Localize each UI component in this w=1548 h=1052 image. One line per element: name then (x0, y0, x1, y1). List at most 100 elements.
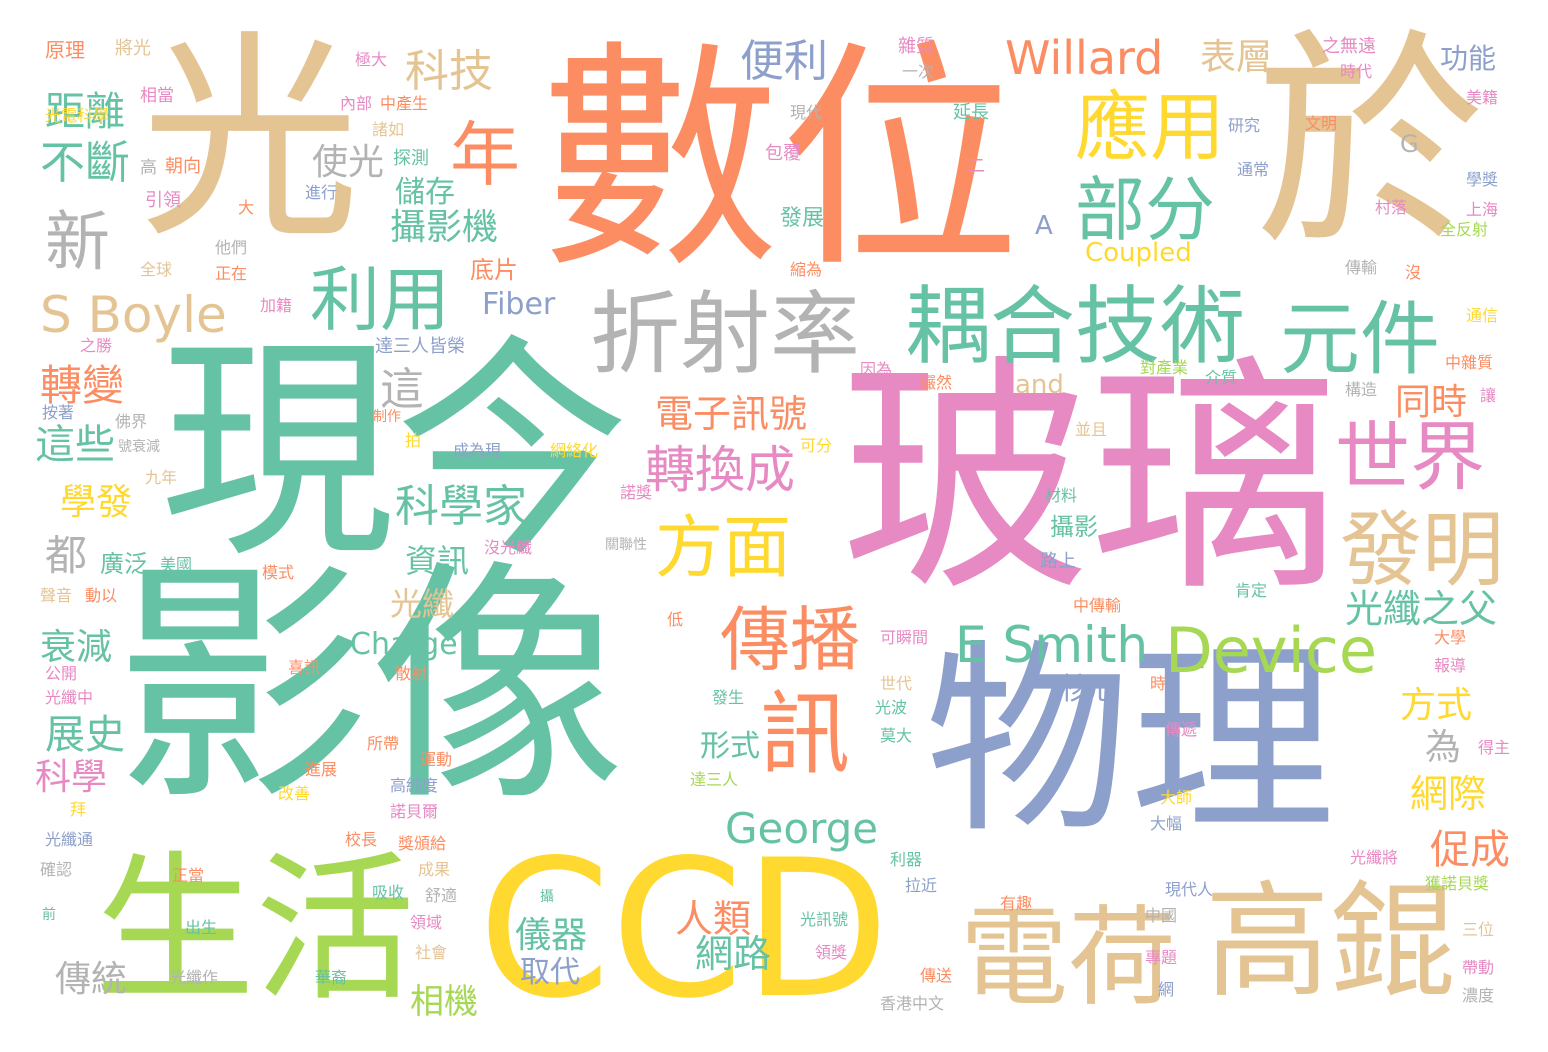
word: 訊 (760, 682, 850, 787)
word: 新 (45, 205, 111, 280)
word: 華裔 (315, 968, 348, 987)
word: 不斷 (40, 136, 131, 189)
word: 攝影機 (390, 207, 499, 248)
word: 制作 (373, 409, 401, 425)
word: 莫大 (880, 726, 913, 745)
word: E Smith (955, 616, 1149, 674)
word: 有趣 (1000, 894, 1033, 913)
word: 光纖通 (45, 830, 94, 849)
word: 利用 (310, 259, 450, 341)
word: 縮為 (790, 260, 823, 279)
word: 取代 (520, 955, 580, 990)
word: 號衰減 (118, 439, 160, 455)
word: 電子訊號 (655, 392, 808, 436)
word: 改善 (278, 784, 311, 803)
word: 傳送 (920, 966, 953, 985)
word: 網路 (695, 932, 772, 976)
word: 發展 (780, 206, 825, 231)
word: 數位 (540, 20, 1021, 300)
word: 中國 (1145, 906, 1178, 925)
word: 年 (450, 114, 520, 196)
word: 光纖將 (1350, 848, 1399, 867)
word: 物理 (925, 623, 1335, 861)
word: 方式 (1400, 685, 1473, 726)
word: 網絡化 (550, 441, 599, 460)
word: 領域 (410, 913, 443, 932)
word: 學發 (60, 482, 133, 523)
word: 現代人 (1165, 880, 1214, 899)
word: CCD (478, 819, 890, 1040)
word: Charge (350, 627, 458, 662)
word: 中傳輸 (1073, 596, 1122, 615)
word: 生活 (95, 836, 416, 1023)
word: 廣泛 (100, 550, 148, 578)
word: 折射率 (590, 282, 860, 387)
word: 並且 (1075, 420, 1108, 439)
word: 耦合技術 (905, 278, 1246, 377)
word: 探測 (393, 148, 429, 169)
word: 核心 (1060, 672, 1120, 707)
word: 文明 (1305, 114, 1338, 133)
word: 關聯性 (605, 537, 647, 553)
word: 獎頒給 (398, 834, 447, 853)
word: 高 (140, 158, 157, 178)
word: 達三人 (690, 770, 739, 789)
word: 這些 (35, 422, 115, 468)
word: 便利 (740, 36, 828, 87)
word: 光纖 (390, 585, 455, 623)
word: 方面 (655, 509, 792, 588)
word: 吸收 (372, 883, 405, 902)
word: 公開 (45, 664, 78, 683)
word: 應用 (1075, 83, 1226, 171)
word: 影像 (115, 539, 626, 836)
word: 資訊 (405, 542, 470, 580)
word: 為 (1425, 727, 1462, 768)
word: 儲存 (395, 175, 455, 210)
word: 光波 (875, 698, 908, 717)
word: 延長 (953, 102, 989, 123)
word: 諸如 (372, 120, 405, 139)
word: 相當 (140, 86, 174, 106)
word: 科學家 (395, 481, 527, 532)
word: 通信 (1466, 306, 1499, 325)
word: 肯定 (1235, 581, 1268, 600)
word: 展史 (45, 712, 125, 758)
word: 可分 (800, 436, 833, 455)
word: 玻璃 (840, 334, 1340, 625)
word: 中產生 (380, 94, 429, 113)
word: 光纖作 (170, 968, 219, 987)
word: George (725, 804, 879, 853)
word: 光纖之父 (1345, 587, 1498, 631)
word: 科技 (405, 46, 493, 97)
word: 世界 (1335, 413, 1486, 501)
word: A (1035, 211, 1053, 241)
word: 研究 (1228, 116, 1261, 135)
word: 極大 (355, 50, 388, 69)
word: 佛界 (115, 412, 148, 431)
word: 時 (1150, 674, 1167, 693)
word: 動以 (85, 586, 118, 605)
word: 包覆 (765, 143, 801, 164)
word: 沒光纖 (484, 538, 533, 557)
word: 香港中文 (880, 994, 945, 1013)
word: 引領 (145, 190, 181, 211)
word: 促成 (1430, 827, 1510, 873)
word: 現今 (160, 316, 630, 589)
word: Willard (1005, 31, 1164, 85)
word: 電荷 (960, 896, 1177, 1021)
word: S Boyle (40, 286, 227, 344)
word: 光 (140, 12, 361, 268)
word: 讓 (1480, 386, 1497, 405)
word: 相機 (410, 982, 478, 1022)
word: 光電科學 (45, 106, 110, 125)
word: 底片 (470, 256, 518, 284)
word: 確認 (40, 860, 73, 879)
word: 拜 (70, 800, 87, 819)
word: G (1400, 130, 1419, 158)
word: 科學 (35, 757, 108, 798)
word: 報導 (1434, 656, 1467, 675)
word: 美國 (160, 555, 193, 574)
word: 路上 (1040, 551, 1076, 572)
word: 大 (238, 198, 255, 217)
word: 他們 (215, 238, 248, 257)
